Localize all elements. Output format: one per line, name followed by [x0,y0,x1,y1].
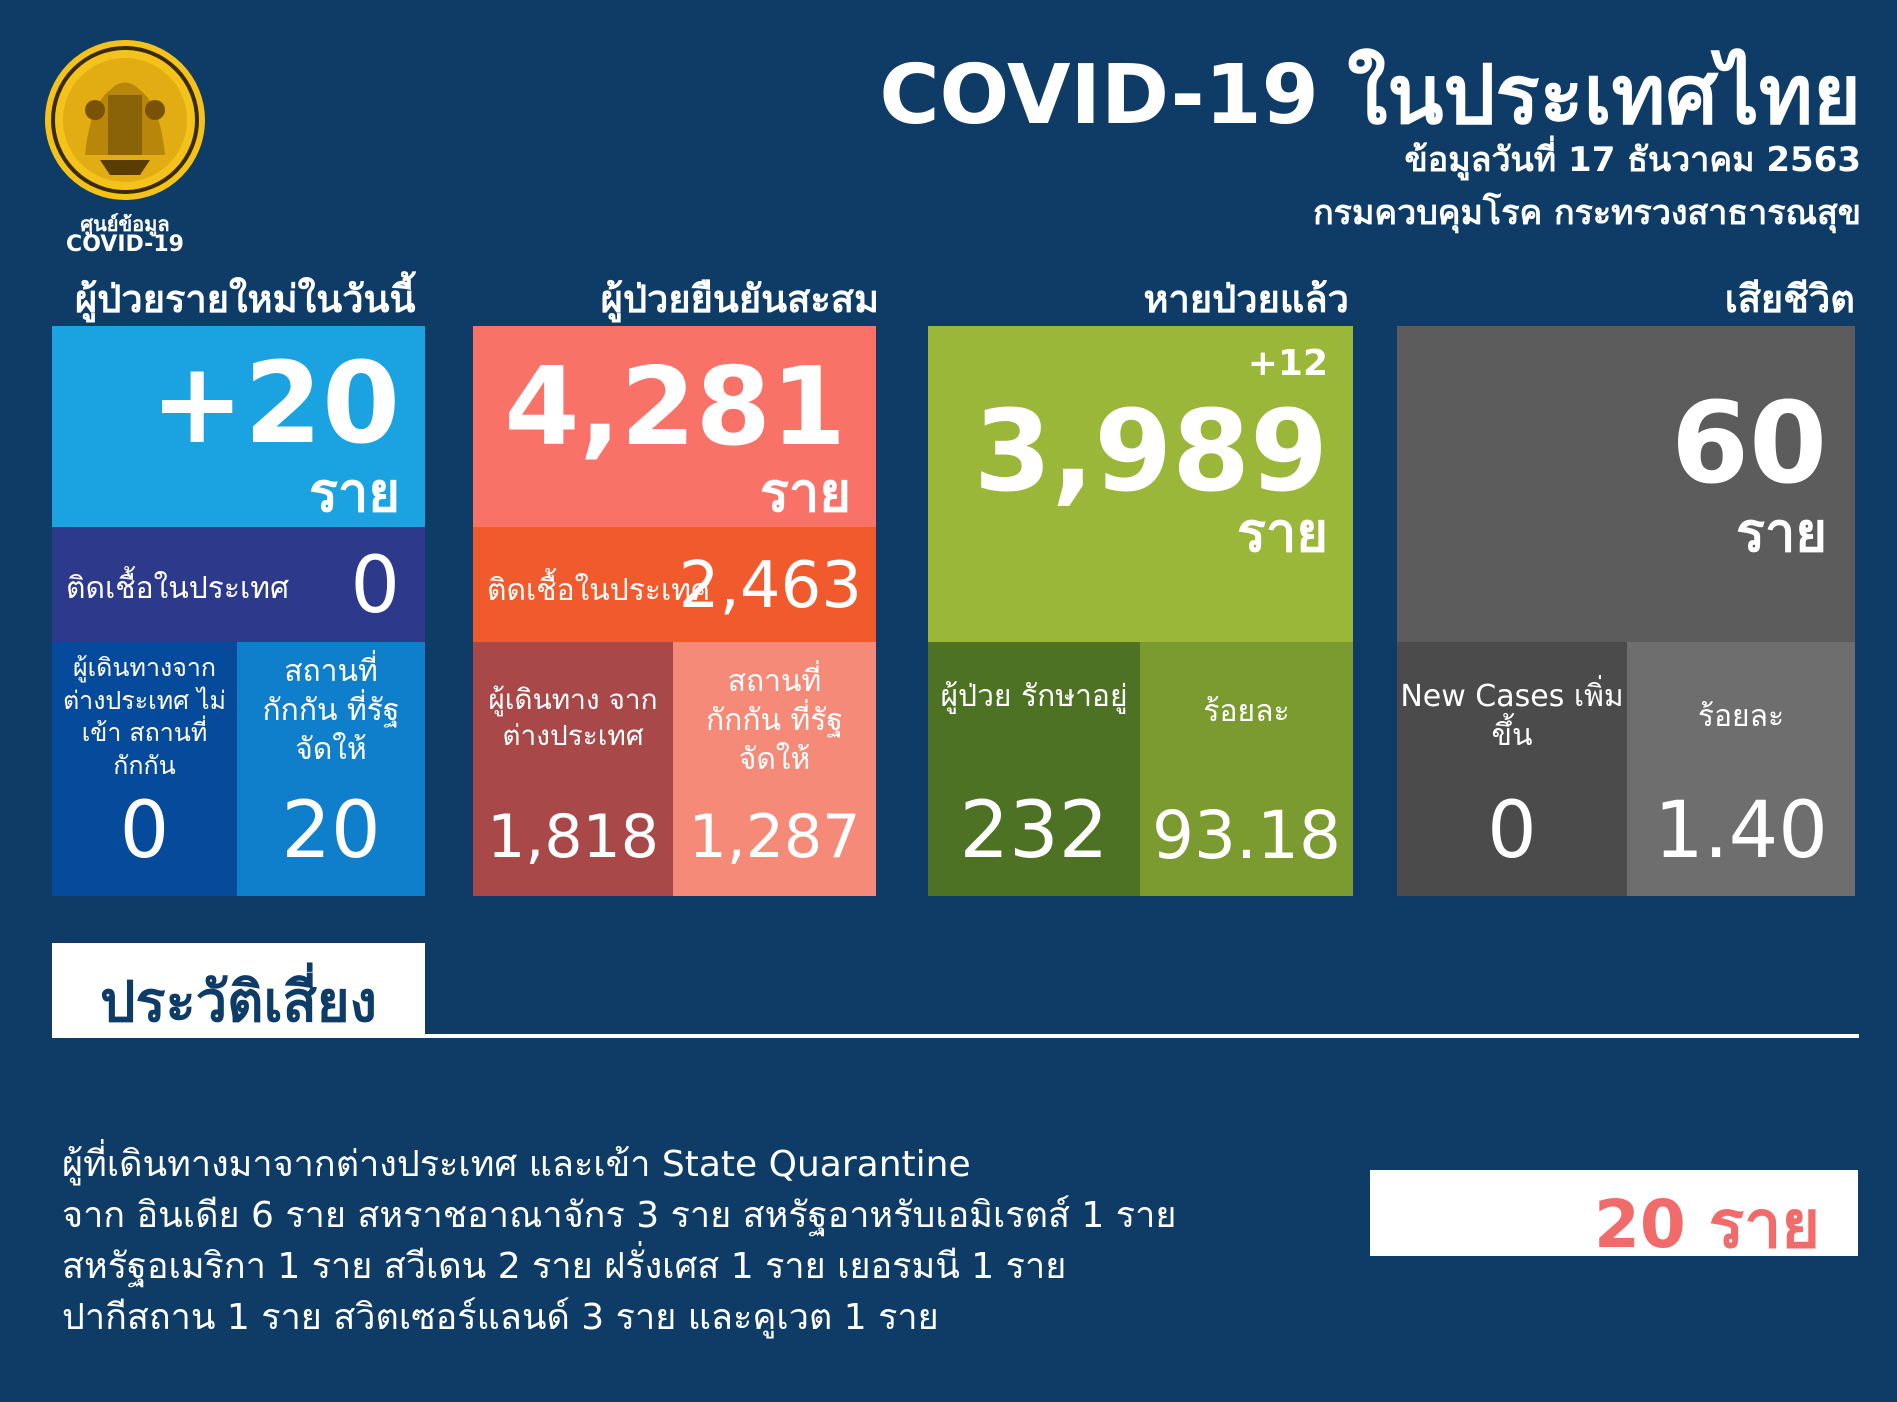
confirmed-traveler-value: 1,818 [487,802,659,872]
new-cases-caption: ผู้ป่วยรายใหม่ในวันนี้ [75,277,416,321]
page-title: COVID-19 ในประเทศไทย [879,48,1861,143]
confirmed-unit: ราย [760,461,851,524]
report-date: ข้อมูลวันที่ 17 ธันวาคม 2563 [1404,140,1861,180]
risk-tab [52,943,425,1037]
recovered-value: 3,989 [973,387,1328,517]
deaths-percent-value: 1.40 [1654,786,1828,876]
recovered-card: +12 3,989 ราย [928,326,1353,642]
deaths-percent-label: ร้อยละ [1697,699,1785,734]
recovered-caption: หายป่วยแล้ว [1143,277,1350,321]
deaths-new-value: 0 [1487,786,1537,876]
ministry-seal-logo [40,35,210,205]
deaths-new-cell: New Cases เพิ่มขึ้น 0 [1397,642,1627,896]
new-cases-traveler-value: 0 [119,786,170,876]
deaths-caption: เสียชีวิต [1724,277,1855,321]
risk-line-1: ผู้ที่เดินทางมาจากต่างประเทศ และเข้า Sta… [62,1144,971,1185]
new-cases-quarantine-cell: สถานที่ กักกัน ที่รัฐจัดให้ 20 [237,642,425,896]
recovered-treating-label: ผู้ป่วย รักษาอยู่ [940,679,1128,714]
confirmed-local-value: 2,463 [678,549,862,623]
risk-line-3: สหรัฐอเมริกา 1 ราย สวีเดน 2 ราย ฝรั่งเศส… [62,1246,1067,1287]
recovered-delta: +12 [1247,343,1328,384]
new-cases-traveler-label: ผู้เดินทางจาก ต่างประเทศ ไม่เข้า สถานที่… [62,653,227,780]
recovered-treating-cell: ผู้ป่วย รักษาอยู่ 232 [928,642,1140,896]
risk-divider [52,1034,1859,1038]
deaths-value: 60 [1671,379,1827,509]
recovered-treating-value: 232 [959,786,1109,876]
risk-line-4: ปากีสถาน 1 ราย สวิตเซอร์แลนด์ 3 ราย และค… [62,1297,939,1338]
confirmed-value: 4,281 [504,345,846,470]
new-cases-local-value: 0 [350,541,400,631]
new-cases-traveler-cell: ผู้เดินทางจาก ต่างประเทศ ไม่เข้า สถานที่… [52,642,237,896]
department-name: กรมควบคุมโรค กระทรวงสาธารณสุข [1313,193,1861,233]
confirmed-caption: ผู้ป่วยยืนยันสะสม [600,277,879,321]
deaths-card: 60 ราย [1397,326,1855,642]
confirmed-local-label: ติดเชื้อในประเทศ [487,573,711,608]
deaths-new-label: New Cases เพิ่มขึ้น [1400,679,1624,753]
confirmed-local-row: ติดเชื้อในประเทศ 2,463 [473,527,876,642]
recovered-unit: ราย [1237,501,1328,564]
deaths-unit: ราย [1736,501,1827,564]
confirmed-traveler-label: ผู้เดินทาง จากต่างประเทศ [488,683,658,753]
new-cases-quarantine-value: 20 [281,786,381,876]
new-cases-value: +20 [150,339,400,469]
confirmed-traveler-cell: ผู้เดินทาง จากต่างประเทศ 1,818 [473,642,673,896]
new-cases-card: +20 ราย [52,326,425,527]
risk-total-box [1370,1170,1858,1256]
deaths-percent-cell: ร้อยละ 1.40 [1627,642,1855,896]
risk-line-2: จาก อินเดีย 6 ราย สหราชอาณาจักร 3 ราย สห… [62,1195,1177,1236]
new-cases-local-label: ติดเชื้อในประเทศ [66,571,290,606]
new-cases-quarantine-label: สถานที่ กักกัน ที่รัฐจัดให้ [262,654,400,767]
logo-caption-covid: COVID-19 [66,232,184,257]
confirmed-card: 4,281 ราย [473,326,876,527]
recovered-percent-label: ร้อยละ [1203,694,1290,729]
new-cases-unit: ราย [309,461,400,524]
recovered-percent-cell: ร้อยละ 93.18 [1140,642,1353,896]
recovered-percent-value: 93.18 [1152,797,1341,874]
risk-total-value: 20 ราย [1593,1186,1820,1263]
confirmed-quarantine-label: สถานที่ กักกัน ที่รัฐจัดให้ [706,664,843,777]
confirmed-quarantine-cell: สถานที่ กักกัน ที่รัฐจัดให้ 1,287 [673,642,876,896]
logo-caption-thai: ศูนย์ข้อมูล [80,212,170,236]
risk-title: ประวัติเสี่ยง [100,970,377,1035]
new-cases-local-row: ติดเชื้อในประเทศ 0 [52,527,425,642]
confirmed-quarantine-value: 1,287 [688,802,861,872]
